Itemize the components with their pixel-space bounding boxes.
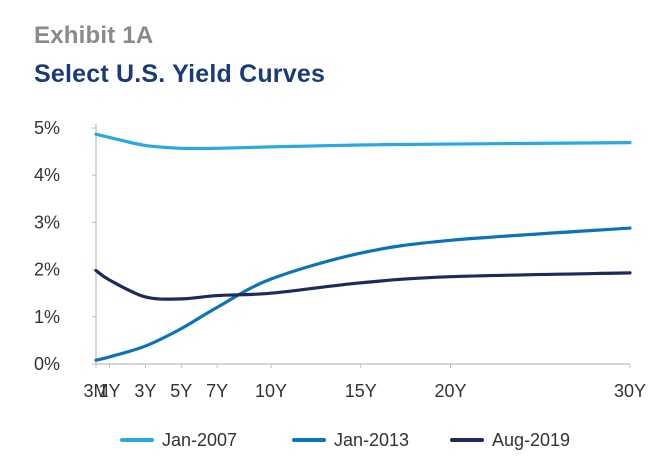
x-tick-label: 15Y [345, 381, 377, 401]
x-tick-label: 3Y [134, 381, 156, 401]
series-line-jan-2007 [94, 132, 632, 151]
x-tick-label: 20Y [434, 381, 466, 401]
x-tick-label: 30Y [614, 381, 646, 401]
x-tick-label: 3M [83, 381, 108, 401]
x-tick-label: 10Y [255, 381, 287, 401]
y-tick-label: 3% [34, 212, 60, 232]
series-lines [94, 132, 632, 362]
x-tick-label: 5Y [170, 381, 192, 401]
x-tick-label: 7Y [206, 381, 228, 401]
y-tick-label: 1% [34, 307, 60, 327]
exhibit-label: Exhibit 1A [34, 22, 154, 49]
y-tick-label: 4% [34, 165, 60, 185]
series-line-jan-2013 [94, 226, 632, 362]
series-line-aug-2019 [94, 268, 632, 301]
chart-title: Select U.S. Yield Curves [34, 60, 326, 88]
y-tick-label: 5% [34, 118, 60, 138]
legend-label: Jan-2007 [162, 430, 237, 450]
y-tick-label: 0% [34, 354, 60, 374]
y-tick-label: 2% [34, 260, 60, 280]
legend: Jan-2007 Jan-2013 Aug-2019 [120, 430, 570, 450]
legend-label: Aug-2019 [492, 430, 570, 450]
legend-label: Jan-2013 [334, 430, 409, 450]
x-tick-label: 1Y [98, 381, 120, 401]
